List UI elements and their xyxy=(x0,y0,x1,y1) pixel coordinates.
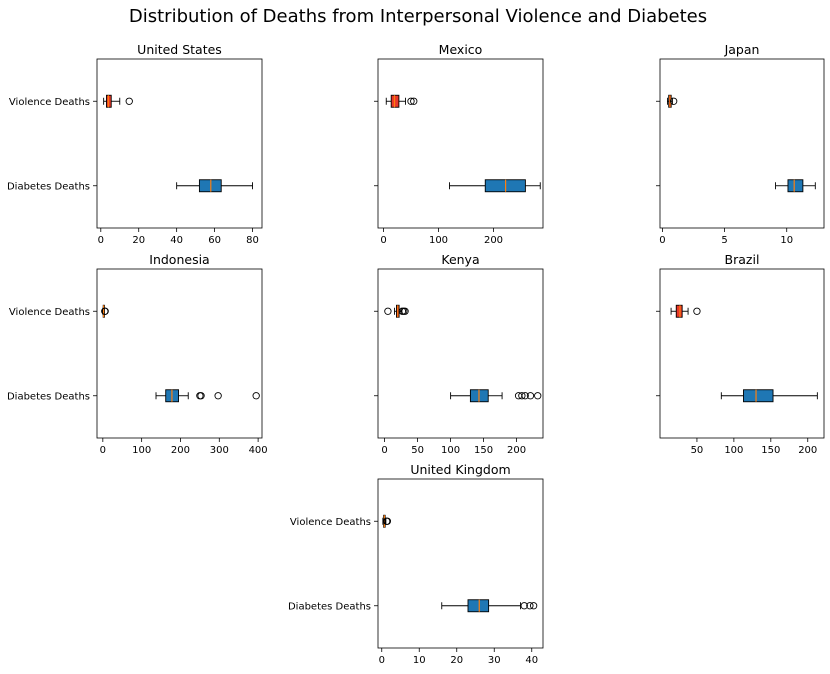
box-violence xyxy=(101,304,109,318)
box-iqr xyxy=(787,179,804,193)
flier-point xyxy=(520,602,528,610)
flier-point xyxy=(521,392,529,400)
subplot-title: Brazil xyxy=(725,252,760,267)
x-tick-label: 5 xyxy=(721,235,727,246)
flier-point xyxy=(518,392,526,400)
x-tick-label: 20 xyxy=(450,655,463,666)
x-tick-label: 10 xyxy=(413,655,426,666)
box-diabetes xyxy=(176,179,253,193)
subplot-title: Mexico xyxy=(439,42,483,57)
x-tick-label: 200 xyxy=(171,445,190,456)
flier-point xyxy=(101,307,109,315)
x-tick-label: 0 xyxy=(100,445,106,456)
flier-point xyxy=(197,392,205,400)
box-violence xyxy=(103,94,133,108)
box-violence xyxy=(385,94,418,108)
axes-frame xyxy=(659,58,825,229)
y-tick-label: Diabetes Deaths xyxy=(7,391,90,402)
subplot-title: United States xyxy=(137,42,222,57)
subplot-4: Kenya 0 50 100 150 200 xyxy=(374,252,544,456)
subplot-3: Indonesia Violence Deaths Diabetes Deaths 0… xyxy=(7,252,268,456)
y-tick-label: Diabetes Deaths xyxy=(288,601,371,612)
flier-point xyxy=(529,602,538,610)
subplot-title: Kenya xyxy=(441,252,479,267)
y-tick-label: Violence Deaths xyxy=(290,517,371,528)
flier-point xyxy=(526,602,534,610)
flier-point xyxy=(693,307,701,315)
x-tick-label: 50 xyxy=(411,445,424,456)
box-violence xyxy=(382,514,392,528)
axes-frame xyxy=(96,268,263,439)
x-tick-label: 100 xyxy=(724,445,743,456)
y-tick-label: Diabetes Deaths xyxy=(7,181,90,192)
x-tick-label: 0 xyxy=(380,235,386,246)
flier-point xyxy=(410,97,418,105)
y-tick-label: Violence Deaths xyxy=(9,97,90,108)
axes-frame xyxy=(377,268,544,439)
box-diabetes xyxy=(450,389,542,403)
x-tick-label: 100 xyxy=(132,445,151,456)
x-tick-label: 100 xyxy=(429,235,448,246)
flier-point xyxy=(534,392,542,400)
box-violence xyxy=(670,304,701,318)
subplot-6: United Kingdom Violence Deaths Diabetes De… xyxy=(288,462,544,666)
x-tick-label: 150 xyxy=(474,445,493,456)
x-tick-label: 50 xyxy=(691,445,704,456)
subplot-5: Brazil 50 100 150 200 xyxy=(656,252,825,456)
flier-point xyxy=(526,392,535,400)
axes-frame xyxy=(377,478,544,649)
axes-frame xyxy=(96,58,263,229)
flier-point xyxy=(401,307,409,315)
subplot-title: Japan xyxy=(724,42,760,57)
x-tick-label: 200 xyxy=(484,235,503,246)
box-iqr xyxy=(743,389,774,403)
x-tick-label: 60 xyxy=(208,235,221,246)
figure-title: Distribution of Deaths from Interpersona… xyxy=(129,6,707,27)
flier-point xyxy=(670,97,678,105)
box-diabetes xyxy=(441,599,538,613)
box-violence xyxy=(384,304,409,318)
x-tick-label: 0 xyxy=(381,445,387,456)
subplot-title: Indonesia xyxy=(149,252,209,267)
x-tick-label: 100 xyxy=(441,445,460,456)
axes-frame xyxy=(659,268,825,439)
x-tick-label: 0 xyxy=(659,235,665,246)
subplot-1: Mexico 0 100 200 xyxy=(374,42,544,246)
flier-point xyxy=(383,517,392,525)
x-tick-label: 80 xyxy=(246,235,259,246)
y-tick-label: Violence Deaths xyxy=(9,307,90,318)
box-violence xyxy=(667,94,678,108)
subplot-2: Japan 0 5 10 xyxy=(656,42,825,246)
axes-frame xyxy=(377,58,544,229)
x-tick-label: 30 xyxy=(488,655,501,666)
x-tick-label: 40 xyxy=(525,655,538,666)
box-iqr xyxy=(467,599,490,613)
flier-point xyxy=(384,307,392,315)
x-tick-label: 200 xyxy=(507,445,526,456)
x-tick-label: 20 xyxy=(132,235,145,246)
x-tick-label: 40 xyxy=(170,235,183,246)
flier-point xyxy=(252,392,260,400)
x-tick-label: 400 xyxy=(249,445,268,456)
box-iqr xyxy=(675,304,683,318)
x-tick-label: 300 xyxy=(210,445,229,456)
x-tick-label: 200 xyxy=(798,445,817,456)
box-diabetes xyxy=(449,179,541,193)
x-tick-label: 150 xyxy=(761,445,780,456)
flier-point xyxy=(407,97,415,105)
x-tick-label: 0 xyxy=(98,235,104,246)
box-diabetes xyxy=(155,389,260,403)
subplot-0: United States Violence Deaths Diabetes Dea… xyxy=(7,42,263,246)
flier-point xyxy=(125,97,133,105)
x-tick-label: 0 xyxy=(379,655,385,666)
subplot-title: United Kingdom xyxy=(410,462,510,477)
x-tick-label: 10 xyxy=(780,235,793,246)
box-diabetes xyxy=(775,179,816,193)
box-diabetes xyxy=(720,389,818,403)
flier-point xyxy=(214,392,222,400)
